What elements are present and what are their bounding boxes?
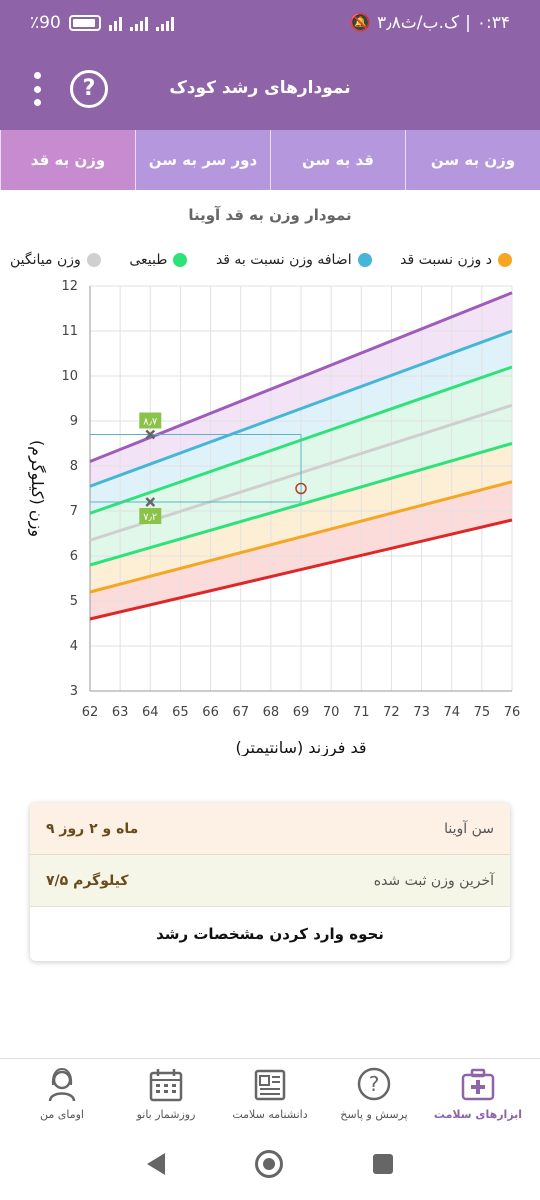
x-tick-label: 67: [232, 705, 249, 720]
recent-apps-icon[interactable]: [373, 1154, 393, 1174]
legend-item-underweight: د وزن نسبت قد: [400, 252, 512, 268]
series-line-0: [89, 518, 513, 621]
y-tick-label: 12: [61, 279, 78, 294]
nav-profile[interactable]: اومای من: [17, 1059, 107, 1128]
series-line-1: [89, 480, 513, 594]
how-to-enter-button[interactable]: نحوه وارد کردن مشخصات رشد: [156, 925, 384, 943]
y-tick-label: 9: [70, 414, 78, 429]
chart-legend: د وزن نسبت قد اضافه وزن نسبت به قد طبیعی…: [10, 252, 512, 268]
legend-item-overweight: اضافه وزن نسبت به قد: [216, 252, 372, 268]
profile-woman-icon: [48, 1067, 76, 1102]
y-tick-label: 7: [70, 504, 78, 519]
app-bar: ? نمودارهای رشد کودک: [0, 46, 540, 130]
signal-icon: [129, 15, 148, 31]
y-tick-label: 8: [70, 459, 78, 474]
x-tick-label: 72: [383, 705, 400, 720]
status-left: ٪90: [30, 13, 174, 33]
newspaper-icon: [254, 1069, 286, 1101]
y-tick-label: 4: [70, 639, 78, 654]
x-tick-label: 76: [504, 705, 521, 720]
nav-calendar[interactable]: روزشمار بانو: [121, 1059, 211, 1128]
marker-label-box: [139, 412, 162, 429]
mute-icon: 🔕: [349, 13, 371, 33]
status-time: ۰:۳۴: [476, 13, 510, 33]
growth-chart: 62 63 64 65 66 67 68 69 70 71 72 73 74 75 763456789101…: [27, 279, 521, 756]
more-options-icon[interactable]: [28, 72, 46, 106]
weight-label: آخرین وزن ثبت شده: [373, 872, 494, 889]
battery-icon: [68, 15, 101, 31]
legend-dot-icon: [497, 253, 512, 267]
y-tick-label: 5: [70, 594, 78, 609]
tab-height-for-age[interactable]: قد به سن: [270, 130, 405, 190]
y-tick-label: 11: [61, 324, 78, 339]
nav-health-tools[interactable]: ابزارهای سلامت: [433, 1059, 523, 1128]
x-tick-label: 65: [172, 705, 189, 720]
legend-dot-icon: [86, 253, 101, 267]
x-tick-label: 69: [293, 705, 310, 720]
signal-icon-2: [155, 15, 174, 31]
y-tick-label: 3: [70, 684, 78, 699]
back-icon[interactable]: [147, 1153, 165, 1175]
legend-dot-icon: [173, 253, 188, 267]
age-label: سن آوینا: [444, 820, 494, 837]
y-axis-label: وزن (کیلوگرم): [27, 440, 47, 537]
medical-kit-icon: [461, 1068, 495, 1101]
x-tick-label: 62: [82, 705, 99, 720]
x-tick-label: 66: [202, 705, 219, 720]
page-title: نمودارهای رشد کودک: [169, 78, 351, 98]
chart-title: نمودار وزن به قد آوینا: [188, 206, 352, 224]
marker-label: ۸٫۷: [143, 417, 158, 428]
battery-percent: ٪90: [30, 13, 61, 33]
tab-weight-for-height[interactable]: وزن به قد: [0, 130, 135, 190]
status-bar: ٪90 🔕 ۳٫۸ک.ب/ث | ۰:۳۴: [0, 0, 540, 46]
x-tick-label: 70: [323, 705, 340, 720]
legend-dot-icon: [357, 253, 372, 267]
svg-text:?: ?: [369, 1072, 380, 1096]
info-card: سن آوینا ۹ ماه و ۲ روز آخرین وزن ثبت شده…: [30, 803, 510, 961]
series-line-2: [89, 442, 513, 567]
y-tick-label: 10: [61, 369, 78, 384]
bottom-navigation: ابزارهای سلامت ? پرسش و پاسخ دانشنامه سل…: [0, 1058, 540, 1128]
wifi-icon: [108, 15, 122, 31]
question-bubble-icon: ?: [357, 1067, 391, 1101]
tab-weight-for-age[interactable]: وزن به سن: [405, 130, 540, 190]
status-date: ۳٫۸ک.ب/ث: [376, 13, 460, 33]
x-tick-label: 63: [112, 705, 129, 720]
age-row: سن آوینا ۹ ماه و ۲ روز: [30, 803, 510, 855]
y-tick-label: 6: [70, 549, 78, 564]
legend-item-normal: طبیعی: [129, 252, 188, 268]
status-right: 🔕 ۳٫۸ک.ب/ث | ۰:۳۴: [349, 13, 510, 33]
marker-x: [145, 429, 156, 440]
x-tick-label: 71: [353, 705, 370, 720]
series-line-5: [89, 329, 513, 488]
age-value: ۹ ماه و ۲ روز: [46, 820, 139, 837]
marker-label-box: [139, 508, 162, 524]
x-tick-label: 64: [142, 705, 159, 720]
chart-tabs: وزن به سن قد به سن دور سر به سن وزن به ق…: [0, 130, 540, 190]
series-line-6: [89, 291, 513, 463]
system-navigation: [0, 1128, 540, 1200]
nav-questions[interactable]: ? پرسش و پاسخ: [329, 1059, 419, 1128]
calendar-icon: [149, 1069, 183, 1102]
weight-value: ۷/۵ کیلوگرم: [46, 872, 129, 889]
x-tick-label: 74: [443, 705, 460, 720]
legend-item-average: وزن میانگین: [10, 252, 101, 268]
marker-label: ۷٫۲: [143, 512, 157, 523]
x-axis-label: قد فرزند (سانتیمتر): [235, 738, 366, 756]
x-tick-label: 75: [474, 705, 491, 720]
weight-row: آخرین وزن ثبت شده ۷/۵ کیلوگرم: [30, 855, 510, 907]
tab-head-for-age[interactable]: دور سر به سن: [135, 130, 270, 190]
current-point: [295, 482, 307, 495]
x-tick-label: 68: [263, 705, 280, 720]
x-tick-label: 73: [413, 705, 430, 720]
marker-x: [145, 497, 156, 507]
home-icon[interactable]: [255, 1150, 283, 1178]
help-icon[interactable]: ?: [70, 70, 108, 108]
nav-encyclopedia[interactable]: دانشنامه سلامت: [225, 1059, 315, 1128]
